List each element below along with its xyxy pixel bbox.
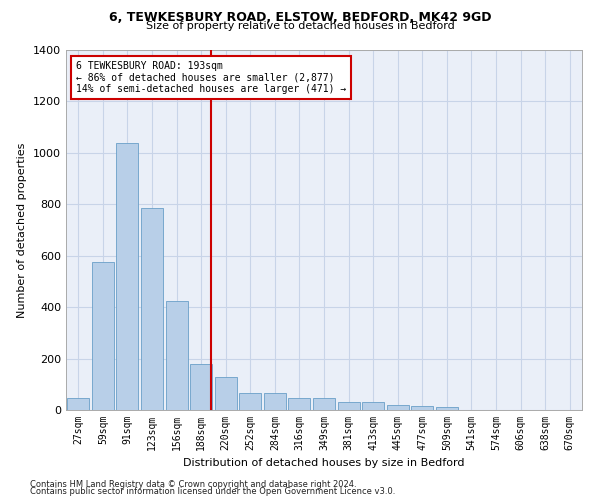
Bar bbox=[67, 398, 89, 410]
Bar bbox=[436, 408, 458, 410]
Text: Size of property relative to detached houses in Bedford: Size of property relative to detached ho… bbox=[146, 21, 454, 31]
Bar bbox=[411, 406, 433, 410]
Text: 6 TEWKESBURY ROAD: 193sqm
← 86% of detached houses are smaller (2,877)
14% of se: 6 TEWKESBURY ROAD: 193sqm ← 86% of detac… bbox=[76, 61, 347, 94]
Bar bbox=[289, 398, 310, 410]
Bar bbox=[362, 402, 384, 410]
Bar bbox=[92, 262, 114, 410]
X-axis label: Distribution of detached houses by size in Bedford: Distribution of detached houses by size … bbox=[183, 458, 465, 468]
Text: Contains HM Land Registry data © Crown copyright and database right 2024.: Contains HM Land Registry data © Crown c… bbox=[30, 480, 356, 489]
Bar bbox=[215, 376, 237, 410]
Bar bbox=[190, 364, 212, 410]
Bar bbox=[141, 208, 163, 410]
Bar bbox=[338, 402, 359, 410]
Bar bbox=[386, 405, 409, 410]
Bar bbox=[264, 394, 286, 410]
Bar bbox=[166, 300, 188, 410]
Y-axis label: Number of detached properties: Number of detached properties bbox=[17, 142, 28, 318]
Bar bbox=[313, 398, 335, 410]
Text: Contains public sector information licensed under the Open Government Licence v3: Contains public sector information licen… bbox=[30, 487, 395, 496]
Bar bbox=[116, 142, 139, 410]
Bar bbox=[239, 394, 262, 410]
Text: 6, TEWKESBURY ROAD, ELSTOW, BEDFORD, MK42 9GD: 6, TEWKESBURY ROAD, ELSTOW, BEDFORD, MK4… bbox=[109, 11, 491, 24]
